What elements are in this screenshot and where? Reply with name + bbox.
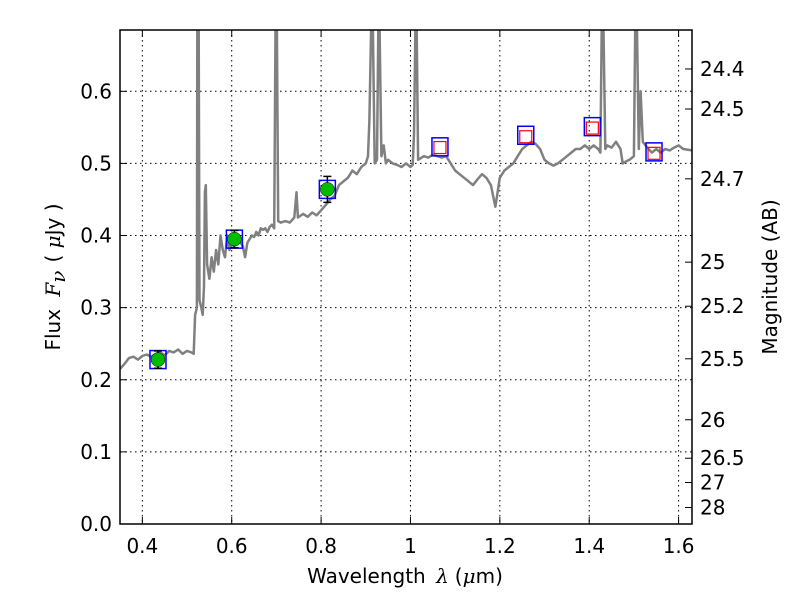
y2-tick-label: 27 [700, 471, 725, 495]
observed-point-marker [150, 352, 166, 367]
y-tick-label: 0.1 [80, 440, 112, 464]
predicted-square-marker [433, 140, 447, 155]
y-tick-label: 0.6 [80, 79, 112, 103]
y2-tick-label: 26.5 [700, 446, 745, 470]
y2-tick-label: 24.4 [700, 57, 745, 81]
template-spectrum-line [120, 30, 692, 370]
observed-point-marker [320, 182, 335, 197]
x-axis-title: Wavelength λ (μm) [307, 564, 503, 588]
x-tick-label: 0.6 [216, 534, 248, 558]
y2-tick-label: 25 [700, 250, 725, 274]
y-tick-label: 0.5 [80, 151, 112, 175]
y2-axis-title: Magnitude (AB) [758, 199, 782, 354]
y2-tick-label: 25.2 [700, 294, 745, 318]
y2-tick-label: 24.5 [700, 97, 745, 121]
x-tick-label: 0.8 [305, 534, 337, 558]
predicted-square-marker [519, 130, 533, 144]
x-tick-label: 0.4 [126, 534, 158, 558]
x-tick-label: 1 [404, 534, 417, 558]
plot-area [120, 30, 692, 370]
axis-ticks: 0.4 0.6 0.8 1 1.2 1.4 1.6 0.0 0.1 0.2 0.3 0.4 0.5 0.6… [80, 30, 745, 558]
y2-tick-label: 25.5 [700, 347, 745, 371]
model-square-marker [583, 116, 602, 137]
model-square-marker [431, 137, 449, 157]
predicted-square-marker [647, 146, 661, 160]
plot-frame [119, 29, 693, 525]
predicted-square-marker [585, 121, 599, 135]
x-tick-label: 1.6 [663, 534, 695, 558]
model-square-marker [517, 125, 535, 146]
y-axis-title: Flux Fν( μJy ) [41, 203, 70, 350]
x-tick-label: 1.2 [484, 534, 516, 558]
x-tick-label: 1.4 [573, 534, 605, 558]
photometry-markers [149, 116, 663, 370]
y-tick-label: 0.2 [80, 368, 112, 392]
y-tick-label: 0.3 [80, 296, 112, 320]
y2-tick-label: 28 [700, 495, 725, 519]
y2-tick-label: 26 [700, 408, 725, 432]
observed-point-marker [227, 231, 242, 247]
y2-tick-label: 24.7 [700, 167, 745, 191]
y-tick-label: 0.0 [80, 512, 112, 536]
y-tick-label: 0.4 [80, 224, 112, 248]
model-square-marker [645, 142, 663, 162]
